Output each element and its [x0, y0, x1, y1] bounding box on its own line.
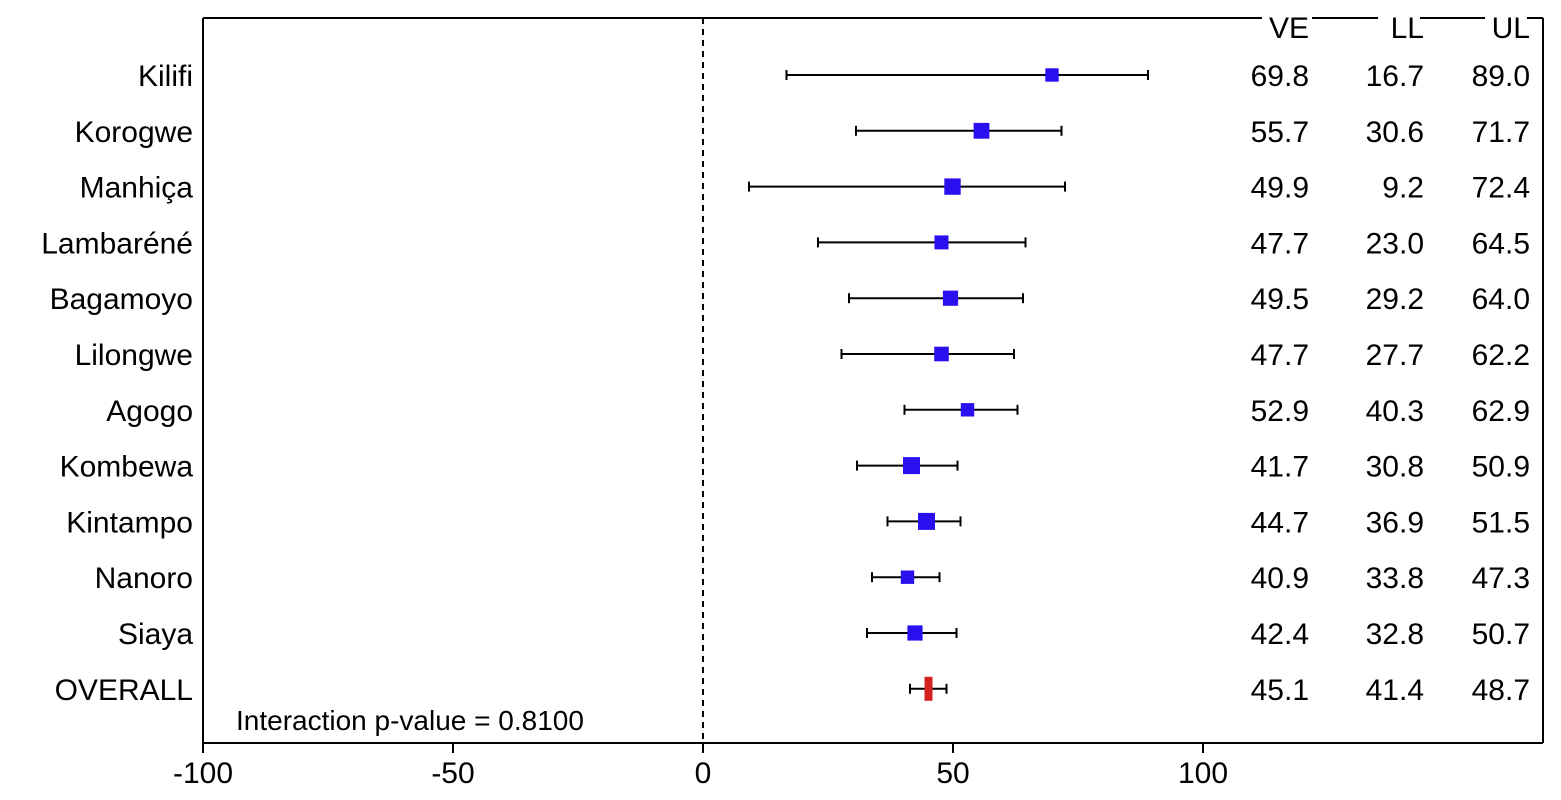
overall-estimate-marker [924, 676, 933, 701]
ve-value-korogwe: 55.7 [1251, 116, 1309, 149]
column-header-ve: VE [1269, 12, 1309, 45]
site-label-kilifi: Kilifi [138, 60, 193, 93]
ll-value-overall: 41.4 [1366, 674, 1424, 707]
ll-value-nanoro: 33.8 [1366, 562, 1424, 595]
point-estimate-manhi-a [944, 178, 961, 195]
point-estimate-siaya [907, 625, 923, 641]
site-label-kintampo: Kintampo [66, 506, 193, 539]
ul-value-kilifi: 89.0 [1472, 60, 1530, 93]
ll-value-kintampo: 36.9 [1366, 506, 1424, 539]
ul-value-kintampo: 51.5 [1472, 506, 1530, 539]
interaction-p-value-note: Interaction p-value = 0.8100 [236, 705, 584, 736]
site-label-bagamoyo: Bagamoyo [50, 283, 193, 316]
site-label-lambar-n-: Lambaréné [41, 227, 193, 260]
ul-value-kombewa: 50.9 [1472, 451, 1530, 484]
ll-value-kilifi: 16.7 [1366, 60, 1424, 93]
ll-value-manhi-a: 9.2 [1382, 172, 1424, 205]
ve-value-nanoro: 40.9 [1251, 562, 1309, 595]
x-tick-label: -50 [431, 757, 474, 790]
ll-value-bagamoyo: 29.2 [1366, 283, 1424, 316]
site-label-overall: OVERALL [55, 674, 193, 707]
ve-value-bagamoyo: 49.5 [1251, 283, 1309, 316]
ve-value-kilifi: 69.8 [1251, 60, 1309, 93]
point-estimate-kombewa [903, 457, 920, 475]
site-label-lilongwe: Lilongwe [75, 339, 193, 372]
ul-value-manhi-a: 72.4 [1472, 172, 1530, 205]
ul-value-bagamoyo: 64.0 [1472, 283, 1530, 316]
ve-value-agogo: 52.9 [1251, 395, 1309, 428]
ll-value-agogo: 40.3 [1366, 395, 1424, 428]
ve-value-manhi-a: 49.9 [1251, 172, 1309, 205]
ll-value-kombewa: 30.8 [1366, 451, 1424, 484]
point-estimate-nanoro [900, 570, 915, 584]
ul-value-agogo: 62.9 [1472, 395, 1530, 428]
point-estimate-lambar-n- [934, 235, 949, 250]
ll-value-lambar-n-: 23.0 [1366, 227, 1424, 260]
site-label-nanoro: Nanoro [95, 562, 193, 595]
site-label-siaya: Siaya [118, 618, 193, 651]
column-header-ll: LL [1391, 12, 1424, 45]
ve-value-kombewa: 41.7 [1251, 451, 1309, 484]
point-estimate-kintampo [918, 512, 935, 530]
ve-value-lilongwe: 47.7 [1251, 339, 1309, 372]
x-tick-label: 100 [1178, 757, 1228, 790]
ll-value-siaya: 32.8 [1366, 618, 1424, 651]
site-label-manhi-a: Manhiça [80, 172, 194, 205]
ve-value-siaya: 42.4 [1251, 618, 1309, 651]
site-label-kombewa: Kombewa [60, 451, 194, 484]
ul-value-siaya: 50.7 [1472, 618, 1530, 651]
point-estimate-agogo [960, 403, 975, 417]
ve-value-kintampo: 44.7 [1251, 506, 1309, 539]
ll-value-lilongwe: 27.7 [1366, 339, 1424, 372]
ul-value-korogwe: 71.7 [1472, 116, 1530, 149]
site-label-agogo: Agogo [106, 395, 193, 428]
ve-value-lambar-n-: 47.7 [1251, 227, 1309, 260]
x-tick-label: -100 [173, 757, 233, 790]
x-tick-label: 0 [695, 757, 712, 790]
ul-value-lilongwe: 62.2 [1472, 339, 1530, 372]
ve-value-overall: 45.1 [1251, 674, 1309, 707]
ul-value-nanoro: 47.3 [1472, 562, 1530, 595]
point-estimate-korogwe [973, 122, 990, 139]
ul-value-overall: 48.7 [1472, 674, 1530, 707]
ul-value-lambar-n-: 64.5 [1472, 227, 1530, 260]
site-label-korogwe: Korogwe [75, 116, 193, 149]
point-estimate-lilongwe [934, 346, 949, 362]
ll-value-korogwe: 30.6 [1366, 116, 1424, 149]
x-tick-label: 50 [936, 757, 969, 790]
point-estimate-kilifi [1045, 68, 1059, 82]
column-header-ul: UL [1492, 12, 1530, 45]
point-estimate-bagamoyo [942, 290, 959, 306]
